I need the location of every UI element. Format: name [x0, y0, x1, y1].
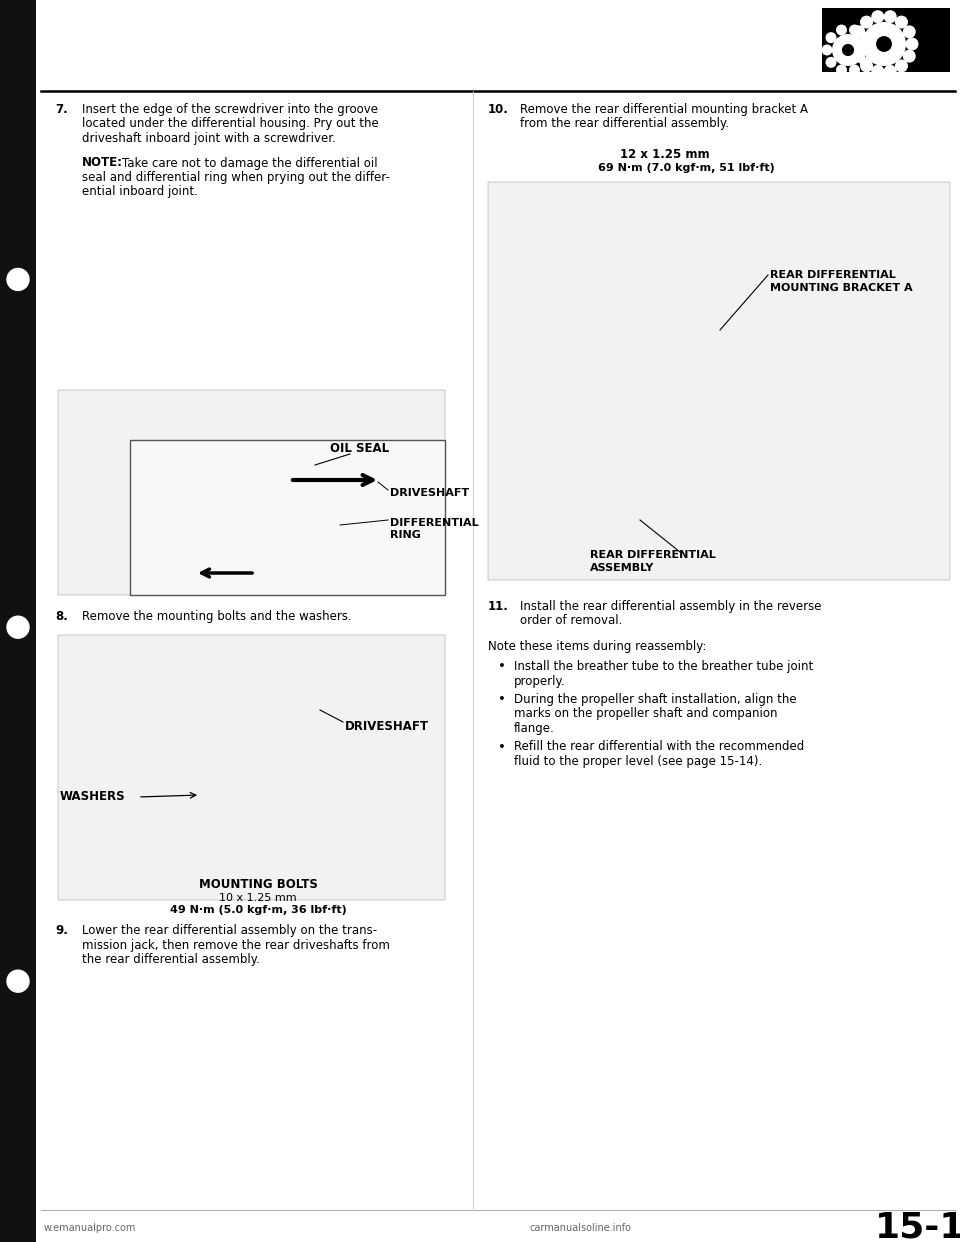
Circle shape [852, 25, 865, 39]
Circle shape [902, 50, 916, 62]
Bar [0, 0, 36, 1242]
Text: from the rear differential assembly.: from the rear differential assembly. [520, 118, 730, 130]
Text: properly.: properly. [514, 674, 565, 688]
Circle shape [860, 60, 873, 72]
Circle shape [859, 57, 871, 68]
Text: Remove the mounting bolts and the washers.: Remove the mounting bolts and the washer… [82, 610, 351, 623]
Text: RING: RING [390, 530, 420, 540]
Text: REAR DIFFERENTIAL: REAR DIFFERENTIAL [590, 550, 716, 560]
Text: 49 N·m (5.0 kgf·m, 36 lbf·ft): 49 N·m (5.0 kgf·m, 36 lbf·ft) [170, 905, 347, 915]
Text: fluid to the proper level (see page 15-14).: fluid to the proper level (see page 15-1… [514, 755, 762, 768]
Text: DRIVESHAFT: DRIVESHAFT [345, 720, 429, 733]
Circle shape [849, 65, 860, 76]
Text: Insert the edge of the screwdriver into the groove: Insert the edge of the screwdriver into … [82, 103, 378, 116]
Circle shape [872, 65, 884, 78]
Text: 7.: 7. [55, 103, 68, 116]
Text: 10.: 10. [488, 103, 509, 116]
Circle shape [832, 34, 864, 66]
Text: seal and differential ring when prying out the differ-: seal and differential ring when prying o… [82, 171, 390, 184]
Text: Remove the rear differential mounting bracket A: Remove the rear differential mounting br… [520, 103, 808, 116]
Text: •: • [498, 740, 506, 754]
Circle shape [849, 25, 860, 36]
Text: 8.: 8. [55, 610, 68, 623]
Circle shape [836, 25, 847, 36]
Circle shape [884, 10, 897, 24]
Text: 9.: 9. [55, 924, 68, 936]
Text: 11.: 11. [488, 600, 509, 614]
Text: During the propeller shaft installation, align the: During the propeller shaft installation,… [514, 693, 797, 705]
Circle shape [836, 65, 847, 76]
Text: 15-17: 15-17 [875, 1211, 960, 1242]
Bar [488, 183, 950, 580]
Text: NOTE:: NOTE: [82, 156, 123, 169]
Text: 12 x 1.25 mm: 12 x 1.25 mm [620, 148, 709, 161]
Circle shape [905, 37, 919, 51]
Text: OIL SEAL: OIL SEAL [330, 442, 389, 455]
Text: MOUNTING BOLTS: MOUNTING BOLTS [199, 878, 318, 891]
Circle shape [7, 970, 29, 992]
Text: order of removal.: order of removal. [520, 615, 622, 627]
Text: flange.: flange. [514, 722, 555, 735]
Text: Install the breather tube to the breather tube joint: Install the breather tube to the breathe… [514, 660, 813, 673]
Circle shape [872, 10, 884, 24]
Circle shape [902, 25, 916, 39]
Circle shape [884, 65, 897, 78]
Circle shape [860, 16, 873, 29]
Text: Install the rear differential assembly in the reverse: Install the rear differential assembly i… [520, 600, 822, 614]
Text: •: • [498, 660, 506, 673]
Text: 69 N·m (7.0 kgf·m, 51 lbf·ft): 69 N·m (7.0 kgf·m, 51 lbf·ft) [598, 163, 775, 173]
Text: MOUNTING BRACKET A: MOUNTING BRACKET A [770, 283, 913, 293]
Text: Take care not to damage the differential oil: Take care not to damage the differential… [122, 156, 377, 169]
Text: DRIVESHAFT: DRIVESHAFT [390, 488, 469, 498]
Circle shape [826, 57, 836, 68]
Text: ential inboard joint.: ential inboard joint. [82, 185, 198, 199]
Circle shape [859, 32, 871, 43]
Bar [58, 390, 445, 595]
Text: Note these items during reassembly:: Note these items during reassembly: [488, 640, 707, 653]
Circle shape [7, 616, 29, 638]
Text: Refill the rear differential with the recommended: Refill the rear differential with the re… [514, 740, 804, 754]
Circle shape [863, 45, 875, 56]
Text: marks on the propeller shaft and companion: marks on the propeller shaft and compani… [514, 708, 778, 720]
Circle shape [822, 45, 832, 56]
Text: WASHERS: WASHERS [60, 790, 126, 804]
Circle shape [862, 22, 906, 66]
Bar [58, 635, 445, 900]
Text: the rear differential assembly.: the rear differential assembly. [82, 953, 260, 966]
Text: located under the differential housing. Pry out the: located under the differential housing. … [82, 118, 379, 130]
Circle shape [7, 268, 29, 291]
Circle shape [895, 16, 908, 29]
Text: •: • [498, 693, 506, 705]
Circle shape [852, 50, 865, 62]
Text: Lower the rear differential assembly on the trans-: Lower the rear differential assembly on … [82, 924, 377, 936]
Text: DIFFERENTIAL: DIFFERENTIAL [390, 518, 479, 528]
Text: w.emanualpro.com: w.emanualpro.com [44, 1223, 136, 1233]
Bar [822, 7, 950, 72]
Text: REAR DIFFERENTIAL: REAR DIFFERENTIAL [770, 270, 896, 279]
Circle shape [850, 37, 862, 51]
Bar [130, 440, 445, 595]
Text: 10 x 1.25 mm: 10 x 1.25 mm [219, 893, 297, 903]
Circle shape [842, 43, 854, 56]
Text: carmanualsoline.info: carmanualsoline.info [530, 1223, 632, 1233]
Text: driveshaft inboard joint with a screwdriver.: driveshaft inboard joint with a screwdri… [82, 132, 336, 145]
Circle shape [826, 32, 836, 43]
Circle shape [895, 60, 908, 72]
Text: mission jack, then remove the rear driveshafts from: mission jack, then remove the rear drive… [82, 939, 390, 951]
Circle shape [876, 36, 892, 52]
Text: ASSEMBLY: ASSEMBLY [590, 563, 655, 573]
